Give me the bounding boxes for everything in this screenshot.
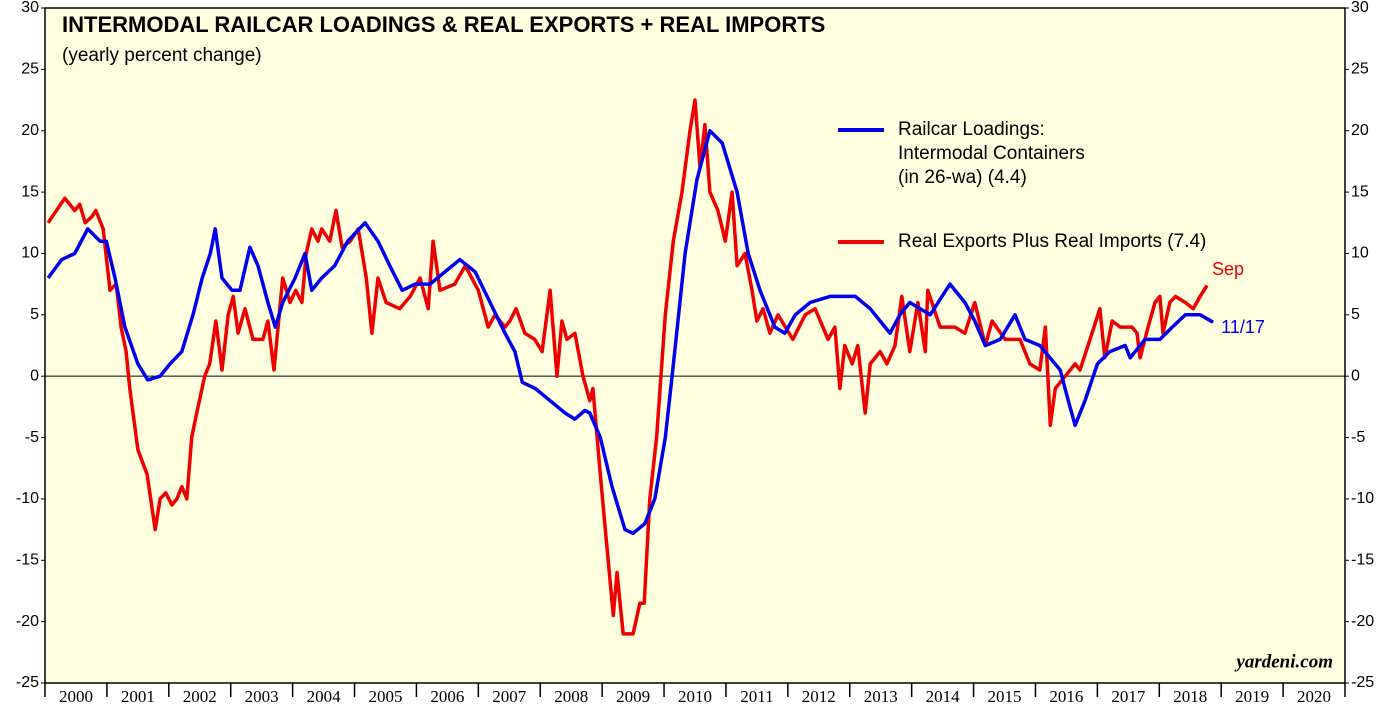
end-label: 11/17	[1221, 317, 1265, 337]
y-tick-label: -15	[16, 551, 39, 568]
y2-tick-label: -20	[1351, 613, 1374, 630]
x-tick-label: 2014	[926, 687, 961, 706]
y-tick-label: 30	[21, 0, 39, 16]
y-tick-label: -20	[16, 613, 39, 630]
x-tick-label: 2012	[802, 687, 836, 706]
y-tick-label: 25	[21, 61, 39, 78]
x-tick-label: 2005	[368, 687, 402, 706]
x-tick-label: 2002	[183, 687, 217, 706]
y2-tick-label: -5	[1351, 429, 1365, 446]
y-tick-label: 20	[21, 122, 39, 139]
end-label: Sep	[1212, 259, 1244, 279]
y-tick-label: 0	[30, 367, 39, 384]
y2-tick-label: -15	[1351, 551, 1374, 568]
x-tick-label: 2006	[430, 687, 464, 706]
y2-tick-label: 25	[1351, 61, 1369, 78]
x-tick-label: 2018	[1173, 687, 1207, 706]
x-tick-label: 2020	[1297, 687, 1331, 706]
y2-tick-label: 20	[1351, 122, 1369, 139]
series-line	[46, 128, 1214, 536]
watermark: yardeni.com	[1234, 651, 1333, 672]
y-tick-label: 5	[30, 306, 39, 323]
chart-subtitle: (yearly percent change)	[62, 45, 262, 66]
series-line	[46, 98, 1209, 636]
chart-title: INTERMODAL RAILCAR LOADINGS & REAL EXPOR…	[62, 12, 825, 37]
legend-line: Real Exports Plus Real Imports (7.4)	[898, 231, 1206, 252]
legend-label: Railcar Loadings: Intermodal Containers (i…	[898, 119, 1085, 188]
y2-tick-label: -25	[1351, 674, 1374, 691]
y-tick-label: -25	[16, 674, 39, 691]
x-tick-label: 2004	[307, 687, 342, 706]
y-tick-label: 15	[21, 183, 39, 200]
x-tick-label: 2011	[740, 687, 773, 706]
x-tick-label: 2008	[554, 687, 588, 706]
y-tick-label: -10	[16, 490, 39, 507]
x-tick-label: 2017	[1111, 687, 1146, 706]
legend-line: Railcar Loadings:	[898, 119, 1045, 140]
x-tick-label: 2007	[492, 687, 527, 706]
x-tick-label: 2013	[864, 687, 898, 706]
y-tick-label: 10	[21, 245, 39, 262]
x-tick-label: 2003	[245, 687, 279, 706]
y2-tick-label: 5	[1351, 306, 1360, 323]
x-tick-label: 2016	[1049, 687, 1083, 706]
y2-tick-label: 10	[1351, 245, 1369, 262]
y2-tick-label: 30	[1351, 0, 1369, 16]
y2-tick-label: 0	[1351, 367, 1360, 384]
legend-line: Intermodal Containers	[898, 143, 1085, 164]
y2-tick-label: 15	[1351, 183, 1369, 200]
x-tick-label: 2000	[59, 687, 93, 706]
y2-tick-label: -10	[1351, 490, 1374, 507]
x-tick-label: 2001	[121, 687, 155, 706]
legend-label: Real Exports Plus Real Imports (7.4)	[898, 231, 1206, 252]
x-tick-label: 2015	[988, 687, 1022, 706]
legend-line: (in 26-wa) (4.4)	[898, 167, 1027, 188]
x-tick-label: 2009	[616, 687, 650, 706]
x-tick-label: 2019	[1235, 687, 1269, 706]
y-tick-label: -5	[25, 429, 39, 446]
x-tick-label: 2010	[678, 687, 712, 706]
